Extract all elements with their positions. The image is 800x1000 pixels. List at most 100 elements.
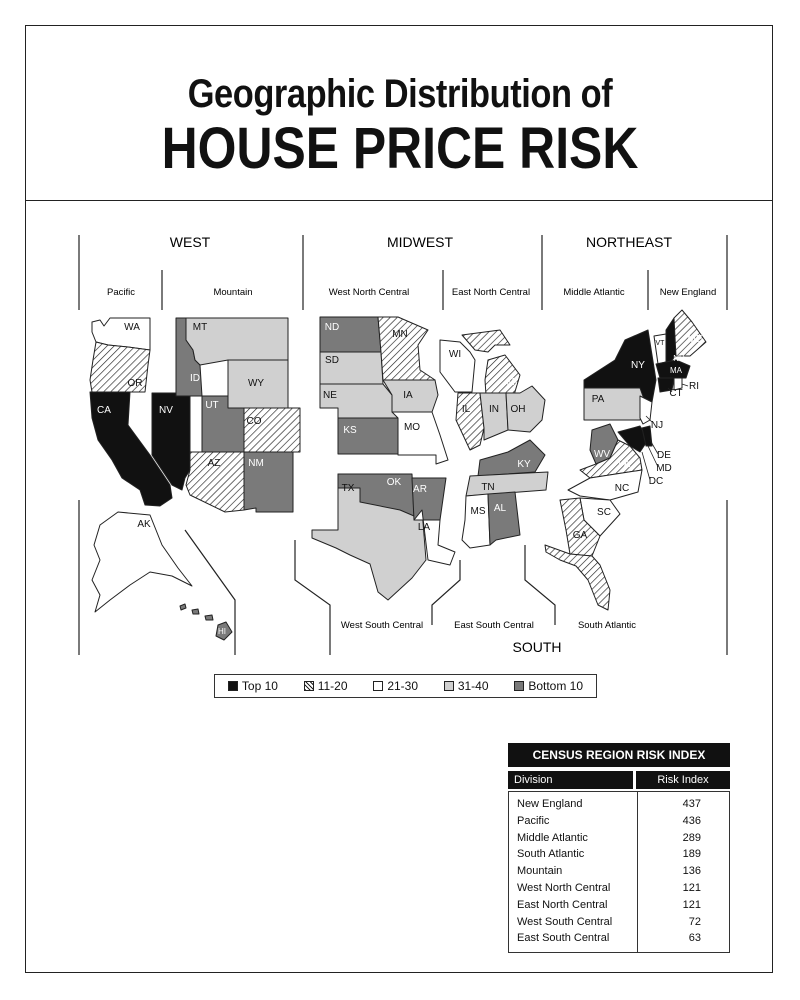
- state-label-al: AL: [494, 503, 507, 514]
- state-mn: [377, 316, 436, 381]
- state-label-ct: CT: [669, 388, 682, 399]
- risk-index-table: CENSUS REGION RISK INDEX Division Risk I…: [508, 743, 730, 953]
- region-label-south: SOUTH: [513, 639, 562, 655]
- state-label-az: AZ: [208, 458, 221, 469]
- region-dividers: [78, 235, 728, 655]
- division-label-mountain: Mountain: [213, 287, 252, 298]
- state-in: [479, 392, 509, 441]
- state-label-wy: WY: [248, 378, 264, 389]
- table-row: Mountain 136: [509, 863, 729, 880]
- risk-index-cell: 436: [682, 814, 701, 827]
- risk-index-cell: 121: [682, 881, 701, 894]
- region-label-northeast: NORTHEAST: [586, 234, 673, 250]
- title-line-2: HOUSE PRICE RISK: [161, 116, 639, 181]
- division-cell: West South Central: [517, 915, 613, 928]
- legend-item-11-20: 11-20: [303, 679, 348, 693]
- division-cell: New England: [517, 798, 583, 810]
- legend-label: 11-20: [317, 679, 348, 693]
- table-row: Middle Atlantic 289: [509, 830, 729, 847]
- state-label-ok: OK: [387, 477, 402, 488]
- column-header-division: Division: [508, 771, 633, 789]
- state-label-nd: ND: [325, 322, 339, 333]
- state-label-ne: NE: [323, 390, 337, 401]
- state-il: [455, 392, 485, 451]
- division-label-middle-atlantic: Middle Atlantic: [563, 287, 625, 298]
- state-label-hi: HI: [218, 627, 226, 636]
- state-ca: [89, 391, 173, 507]
- state-label-sc: SC: [597, 507, 611, 518]
- leader-lines: [641, 383, 689, 481]
- region-label-west: WEST: [170, 234, 211, 250]
- state-label-ma: MA: [670, 366, 683, 375]
- division-cell: East North Central: [517, 898, 608, 911]
- state-ga: [559, 497, 601, 557]
- state-mt: [185, 317, 289, 366]
- risk-index-cell: 121: [682, 898, 701, 911]
- legend-swatch-hatch: [303, 681, 314, 691]
- state-al: [487, 491, 521, 546]
- state-label-nh: NH: [673, 354, 685, 363]
- state-label-nc: NC: [615, 483, 629, 494]
- state-ri: [673, 377, 683, 391]
- state-label-ky: KY: [517, 459, 531, 470]
- region-label-midwest: MIDWEST: [387, 234, 454, 250]
- table-row: West South Central 72: [509, 914, 729, 931]
- legend-item-31-40: 31-40: [443, 679, 489, 693]
- legend-item-21-30: 21-30: [373, 679, 418, 693]
- state-label-ia: IA: [403, 390, 413, 401]
- state-ak: [91, 511, 193, 613]
- division-label-west-north-central: West North Central: [329, 287, 410, 298]
- division-label-new-england: New England: [660, 287, 717, 298]
- state-ky: [477, 439, 546, 477]
- state-label-mt: MT: [193, 322, 207, 333]
- state-label-nj: NJ: [651, 420, 663, 431]
- state-nc: [567, 469, 643, 501]
- legend-label: 31-40: [457, 679, 489, 693]
- state-mo: [391, 411, 449, 465]
- state-nj: [639, 395, 653, 425]
- legend: Top 10 11-20 21-30 31-40 Bottom 10: [214, 674, 597, 698]
- legend-label: Top 10: [241, 679, 278, 693]
- state-label-nm: NM: [248, 458, 264, 469]
- state-label-me: ME: [688, 334, 703, 345]
- state-label-wv: WV: [594, 449, 610, 460]
- state-label-wi: WI: [449, 349, 461, 360]
- state-label-ca: CA: [97, 405, 111, 416]
- division-cell: Middle Atlantic: [517, 831, 588, 844]
- page-frame: [25, 25, 773, 973]
- division-cell: West North Central: [517, 881, 611, 894]
- table-row: South Atlantic 189: [509, 846, 729, 863]
- title-line-1: Geographic Distribution of: [187, 72, 613, 116]
- column-divider: [637, 792, 638, 952]
- risk-index-cell: 136: [682, 865, 701, 878]
- table-row: New England 437: [509, 796, 729, 813]
- state-label-ak: AK: [137, 519, 151, 530]
- state-label-ar: AR: [413, 484, 427, 495]
- state-label-vt: VT: [656, 340, 666, 347]
- state-wi: [439, 339, 476, 393]
- division-cell: East South Central: [517, 932, 610, 945]
- state-md: [617, 425, 649, 453]
- division-cell: Mountain: [517, 865, 563, 878]
- state-label-or: OR: [128, 378, 143, 389]
- legend-label: 21-30: [387, 679, 419, 693]
- state-label-ga: GA: [573, 530, 588, 541]
- division-label-west-south-central: West South Central: [341, 620, 423, 631]
- state-ms: [461, 493, 491, 549]
- state-label-ny: NY: [631, 360, 645, 371]
- risk-index-cell: 189: [682, 848, 701, 861]
- column-header-risk-index: Risk Index: [636, 771, 730, 789]
- risk-index-cell: 437: [682, 798, 701, 810]
- state-or: [89, 341, 151, 393]
- risk-index-cell: 72: [688, 915, 701, 928]
- legend-item-bottom10: Bottom 10: [514, 679, 583, 693]
- state-oh: [505, 385, 546, 433]
- state-label-in: IN: [489, 404, 499, 415]
- state-label-va: VA: [618, 459, 631, 470]
- state-fl: [544, 544, 611, 611]
- state-label-md: MD: [656, 463, 672, 474]
- hi-islands: [179, 603, 214, 621]
- state-label-co: CO: [247, 416, 262, 427]
- state-label-mn: MN: [392, 329, 408, 340]
